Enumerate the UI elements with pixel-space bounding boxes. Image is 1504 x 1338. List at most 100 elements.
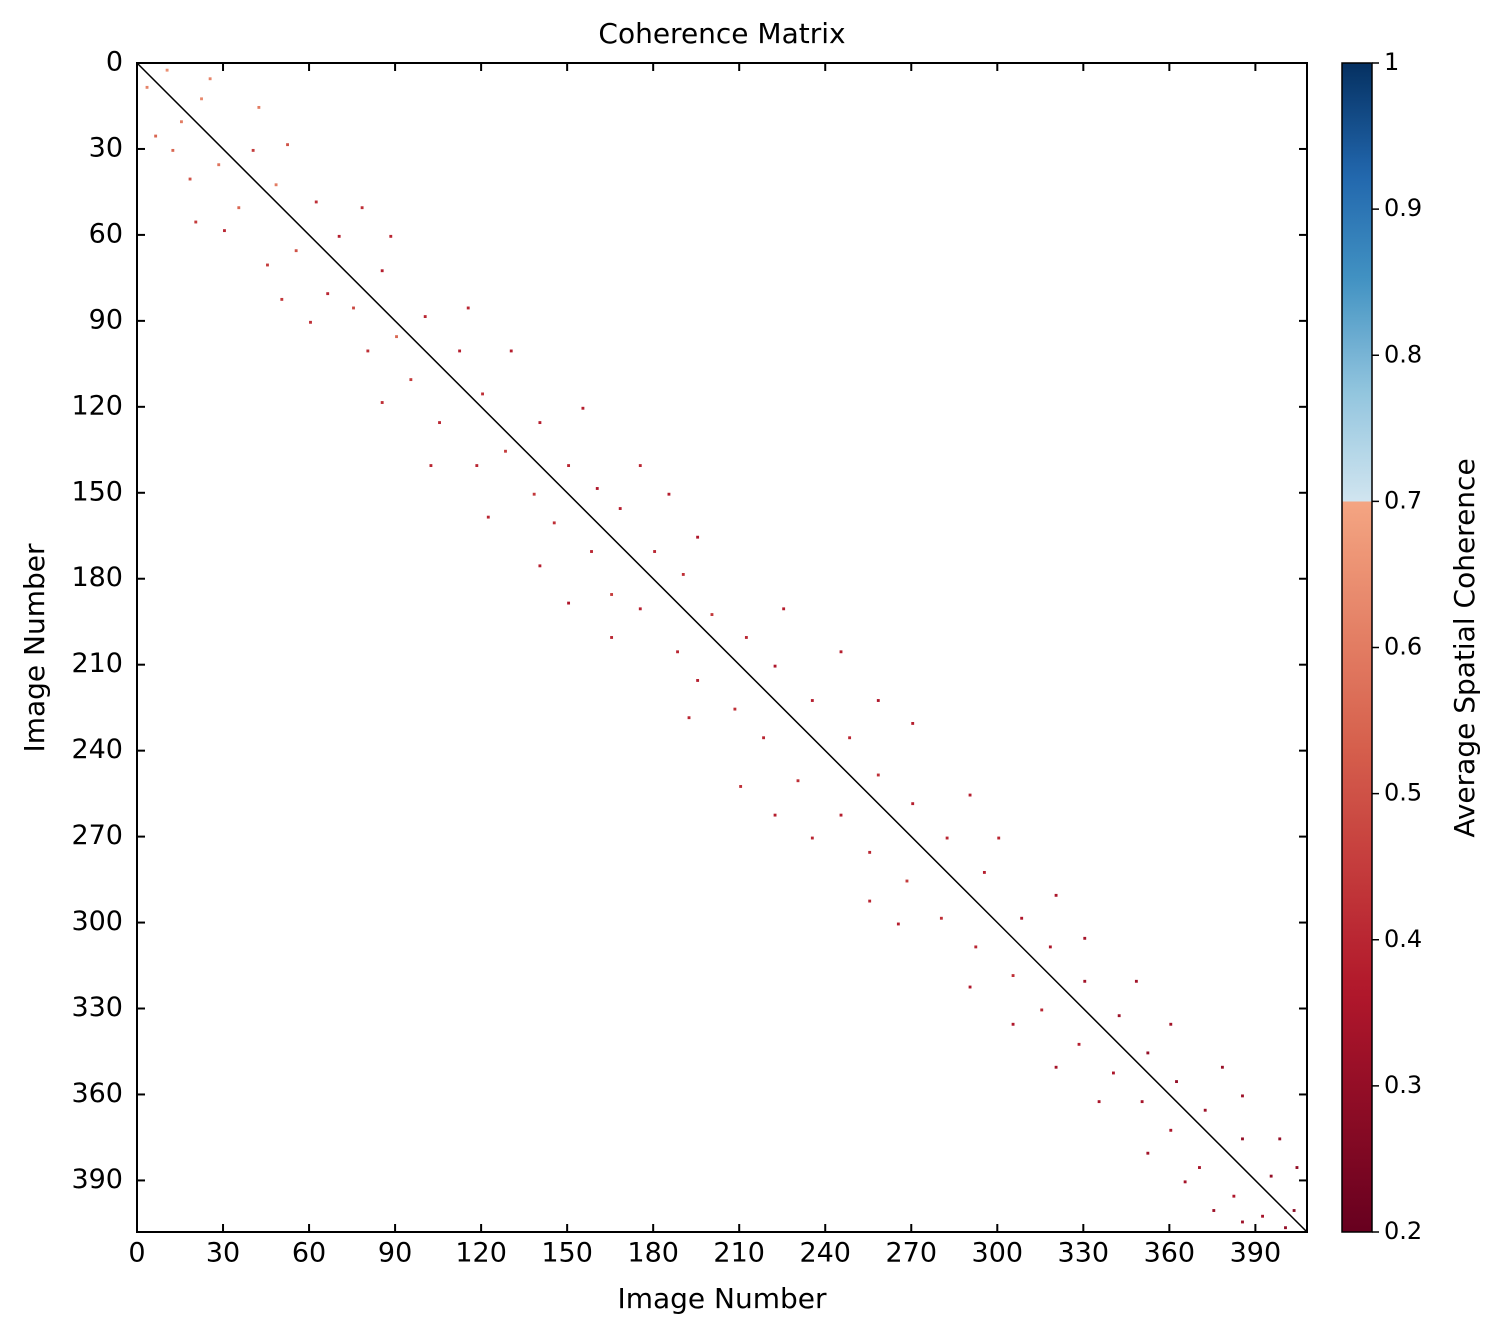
cell (905, 879, 909, 883)
cell (590, 550, 593, 553)
cell (438, 421, 441, 425)
cell (982, 870, 986, 874)
cell (839, 650, 843, 654)
colorbar-tick-label: 0.3 (1384, 1071, 1422, 1099)
cell (1020, 916, 1024, 920)
cell (1140, 1100, 1144, 1104)
cell (1083, 979, 1087, 983)
cell (974, 945, 978, 949)
cell (653, 550, 657, 553)
x-tick-label: 30 (206, 1238, 240, 1269)
cell (876, 699, 880, 702)
cell (1077, 1042, 1081, 1046)
cell (638, 607, 642, 611)
cell (1011, 974, 1015, 977)
x-tick-label: 330 (1058, 1238, 1110, 1269)
cell (532, 492, 536, 496)
cell (1292, 1209, 1296, 1212)
x-tick-label: 270 (885, 1238, 937, 1269)
cell (896, 922, 900, 926)
cell (1203, 1108, 1207, 1112)
cell (773, 813, 777, 817)
cell (1054, 1065, 1058, 1069)
cell (595, 487, 599, 490)
cell (1241, 1137, 1244, 1141)
cell (266, 263, 269, 267)
x-tick-label: 60 (292, 1238, 326, 1269)
cell (681, 573, 685, 576)
cell (409, 378, 413, 382)
cell (171, 148, 175, 152)
cell (200, 97, 203, 101)
cell (868, 899, 872, 903)
cell (237, 206, 241, 210)
cell (744, 636, 748, 639)
cell (1261, 1214, 1264, 1218)
cell (810, 699, 814, 702)
cell (1198, 1166, 1201, 1169)
cell (762, 736, 766, 740)
colorbar-tick-label: 0.2 (1384, 1217, 1422, 1245)
y-tick-label: 330 (71, 992, 123, 1023)
cell (251, 148, 255, 152)
cell (380, 269, 384, 273)
y-tick-label: 210 (71, 648, 123, 679)
y-tick-label: 240 (71, 734, 123, 765)
cell (696, 535, 700, 539)
cell (552, 521, 556, 525)
cell (796, 779, 800, 783)
cell (509, 349, 513, 353)
cell (188, 177, 192, 181)
cell (848, 736, 852, 740)
x-tick-label: 360 (1144, 1238, 1196, 1269)
cell (538, 421, 542, 425)
y-tick-label: 360 (71, 1078, 123, 1109)
cell (294, 249, 298, 253)
cell (945, 836, 949, 840)
cell (997, 836, 1001, 840)
cell (504, 449, 507, 453)
cell (314, 200, 318, 204)
cell (280, 297, 284, 301)
cell (1048, 945, 1052, 949)
cell (782, 607, 786, 611)
cell (1232, 1194, 1236, 1198)
cell (360, 206, 364, 210)
cell (217, 163, 221, 167)
cell (773, 664, 777, 668)
y-tick-label: 90 (89, 304, 123, 335)
cell (257, 105, 261, 109)
cell (154, 134, 158, 138)
cell (1134, 979, 1138, 983)
cell (1284, 1226, 1287, 1230)
cell (810, 836, 814, 840)
cell (486, 515, 490, 519)
diagonal (136, 62, 1308, 1233)
cell (1040, 1008, 1044, 1012)
cell (1097, 1100, 1101, 1104)
x-tick-label: 120 (455, 1238, 507, 1269)
cell (710, 613, 714, 616)
cell (389, 234, 393, 238)
colorbar-tick-label: 0.7 (1384, 486, 1422, 514)
y-tick-label: 300 (71, 906, 123, 937)
x-tick-label: 90 (378, 1238, 412, 1269)
cell (194, 220, 198, 224)
cell (687, 716, 691, 720)
cell (538, 564, 542, 568)
cell (223, 229, 226, 233)
y-tick-label: 180 (71, 562, 123, 593)
cell (180, 120, 183, 124)
cell (352, 306, 355, 310)
cell (1169, 1022, 1173, 1026)
cell (309, 320, 312, 324)
cell (696, 679, 700, 682)
x-tick-label: 390 (1230, 1238, 1282, 1269)
cell (165, 68, 169, 72)
y-tick-label: 270 (71, 820, 123, 851)
colorbar-tick-label: 0.6 (1384, 633, 1422, 661)
cell (676, 650, 679, 654)
cell (475, 464, 479, 467)
cell (911, 721, 915, 725)
